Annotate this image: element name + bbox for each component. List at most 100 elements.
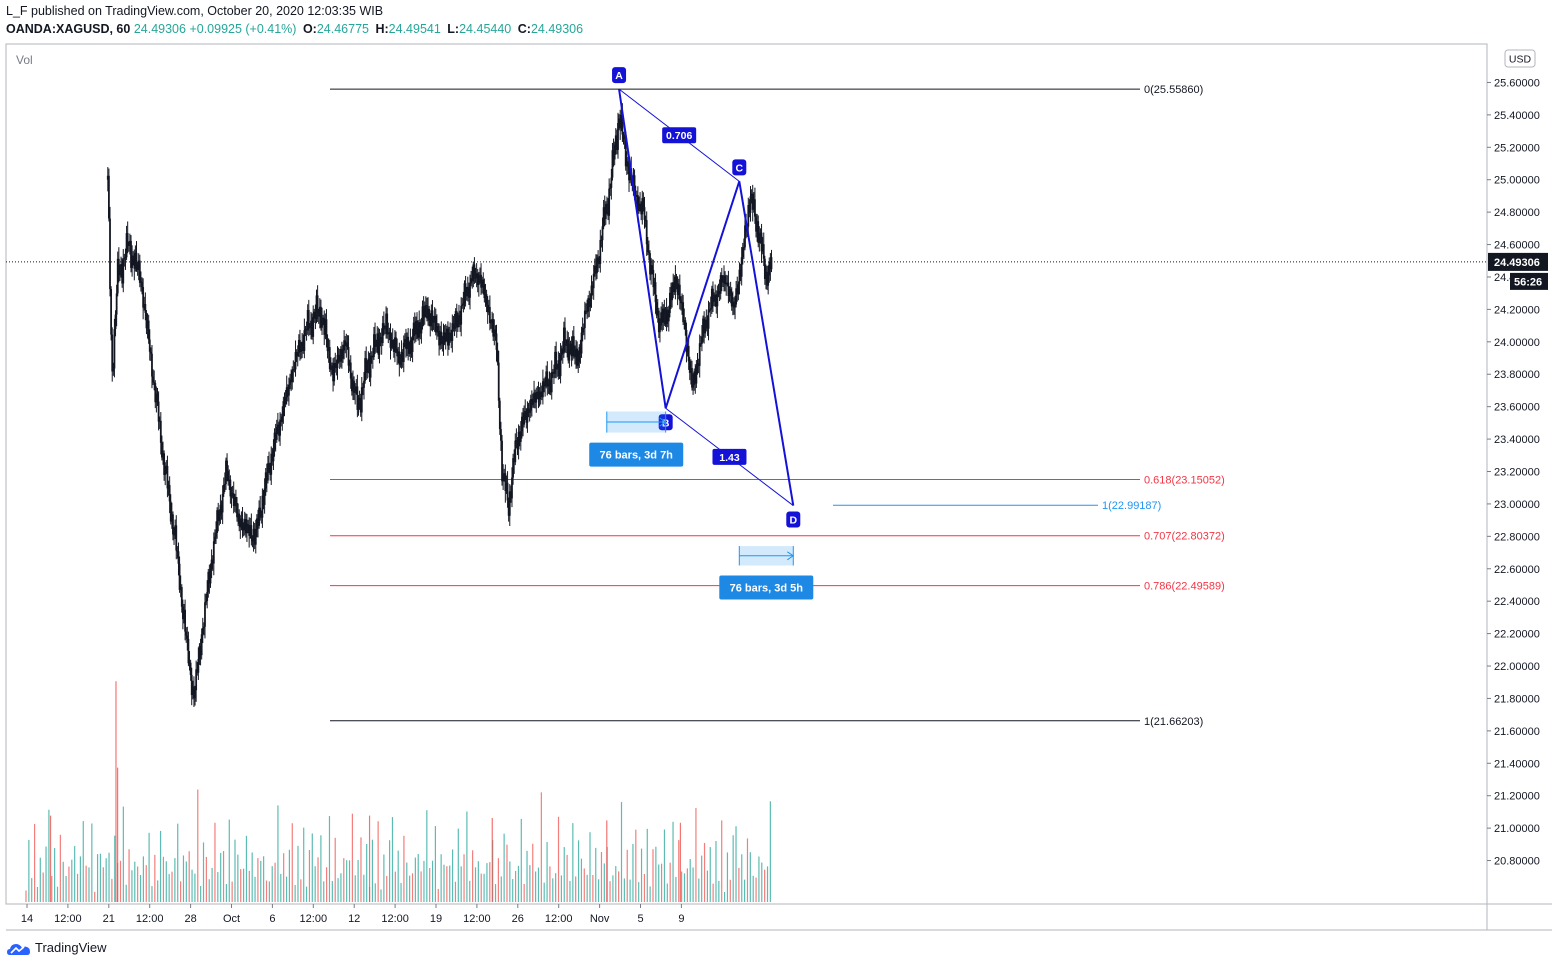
candle-body	[681, 302, 683, 304]
candle-body	[299, 340, 301, 352]
close-value: 24.49306	[530, 22, 584, 36]
candle-body	[523, 412, 526, 425]
candle-body	[349, 362, 352, 379]
candle-body	[609, 187, 612, 189]
candle-body	[363, 380, 365, 388]
measure-label: 76 bars, 3d 5h	[730, 583, 804, 595]
candle-body	[675, 276, 678, 284]
candle-body	[561, 348, 564, 354]
candle-body	[661, 312, 664, 323]
candle-body	[677, 284, 680, 295]
candle-body	[440, 331, 443, 341]
candle-body	[560, 348, 563, 355]
last-price: 24.49306	[133, 22, 186, 36]
candle-body	[413, 322, 416, 335]
candle-body	[621, 114, 624, 135]
candle-body	[449, 332, 452, 335]
candle-body	[434, 315, 437, 333]
price-axis[interactable]: 20.80000 21.00000 21.20000 21.40000 21.60000…	[1487, 77, 1548, 868]
pattern-point-marker[interactable]	[612, 67, 627, 84]
measurement-tools[interactable]: 76 bars, 3d 7h 76 bars, 3d 5h	[589, 411, 814, 600]
candle-body	[357, 397, 360, 410]
candle-body	[758, 236, 761, 243]
candle-body	[156, 393, 159, 402]
candle-body	[293, 369, 296, 371]
tradingview-logo[interactable]: TradingView	[6, 940, 107, 957]
candle-body	[370, 355, 373, 357]
candle-body	[583, 310, 586, 328]
candle-body	[161, 442, 163, 458]
countdown-tag	[1510, 272, 1548, 290]
candle-body	[325, 319, 328, 339]
candle-body	[296, 352, 299, 357]
candle-body	[333, 362, 336, 382]
candle-body	[153, 382, 156, 384]
candle-body	[468, 286, 470, 298]
candle-body	[403, 339, 406, 343]
pattern-ratio-label: 1.43	[719, 452, 740, 464]
candle-body	[378, 339, 381, 355]
candle-body	[234, 496, 237, 503]
fib-retracement[interactable]: 0(25.55860) 0.618(23.15052) 0.707(22.80372…	[330, 84, 1225, 728]
candle-body	[228, 479, 231, 482]
candle-body	[167, 485, 170, 489]
candle-body	[276, 424, 279, 428]
candle-body	[301, 341, 304, 347]
currency-badge[interactable]: USD	[1504, 49, 1536, 68]
candle-body	[640, 204, 643, 215]
candle-body	[731, 301, 734, 307]
candle-body	[181, 606, 184, 620]
candle-body	[411, 336, 414, 352]
candle-body	[204, 602, 206, 627]
candle-body	[512, 458, 514, 478]
candle-body	[326, 338, 329, 352]
candle-body	[538, 391, 541, 400]
price-chart[interactable]: 0(25.55860) 0.618(23.15052) 0.707(22.80372…	[0, 0, 1559, 935]
candle-body	[110, 289, 113, 335]
candle-body	[627, 161, 629, 167]
candle-body	[157, 401, 160, 422]
candle-body	[179, 587, 182, 590]
time-axis[interactable]: 14 12:00 21 12:00 28 Oct 6 12:00 12 12:00 19 12:00 2…	[21, 904, 685, 925]
candle-body	[418, 322, 421, 338]
candle-body	[469, 283, 471, 298]
candle-body	[257, 518, 259, 526]
candle-body	[222, 484, 225, 495]
symbol-name[interactable]: OANDA:XAGUSD, 60	[6, 22, 131, 36]
candle-body	[589, 299, 592, 307]
time-tick-label: 19	[430, 913, 442, 925]
candle-body	[231, 493, 234, 496]
published-info: L_F published on TradingView.com, Octobe…	[6, 4, 384, 18]
candle-body	[684, 320, 687, 330]
time-tick-label: 12:00	[545, 913, 573, 925]
candle-body	[750, 193, 753, 197]
candle-body	[155, 393, 158, 403]
candle-body	[674, 276, 677, 293]
candle-body	[264, 472, 267, 489]
abcd-pattern-line[interactable]	[618, 89, 795, 506]
candle-body	[519, 431, 522, 442]
candle-body	[543, 381, 545, 387]
candle-body	[433, 315, 436, 321]
candle-body	[395, 337, 397, 349]
candle-body	[736, 288, 739, 295]
pattern-point-marker[interactable]	[732, 159, 747, 176]
candle-body	[361, 387, 364, 389]
candle-body	[443, 332, 446, 343]
candle-body	[230, 495, 233, 497]
candle-body	[737, 284, 740, 295]
candle-body	[713, 298, 715, 302]
current-price-label: 24.49306	[1494, 257, 1540, 269]
candle-body	[566, 339, 569, 346]
symbol-legend[interactable]: OANDA:XAGUSD, 60 24.49306 +0.09925 (+0.4…	[6, 22, 583, 36]
candle-body	[555, 351, 558, 370]
candle-body	[459, 315, 461, 325]
pattern-point-marker[interactable]	[786, 511, 801, 528]
candle-body	[376, 333, 379, 343]
candle-body	[460, 305, 463, 325]
candle-body	[492, 319, 495, 337]
candle-body	[578, 347, 581, 363]
candle-body	[396, 348, 399, 357]
candle-body	[315, 295, 318, 319]
high-label: H:	[375, 22, 389, 36]
